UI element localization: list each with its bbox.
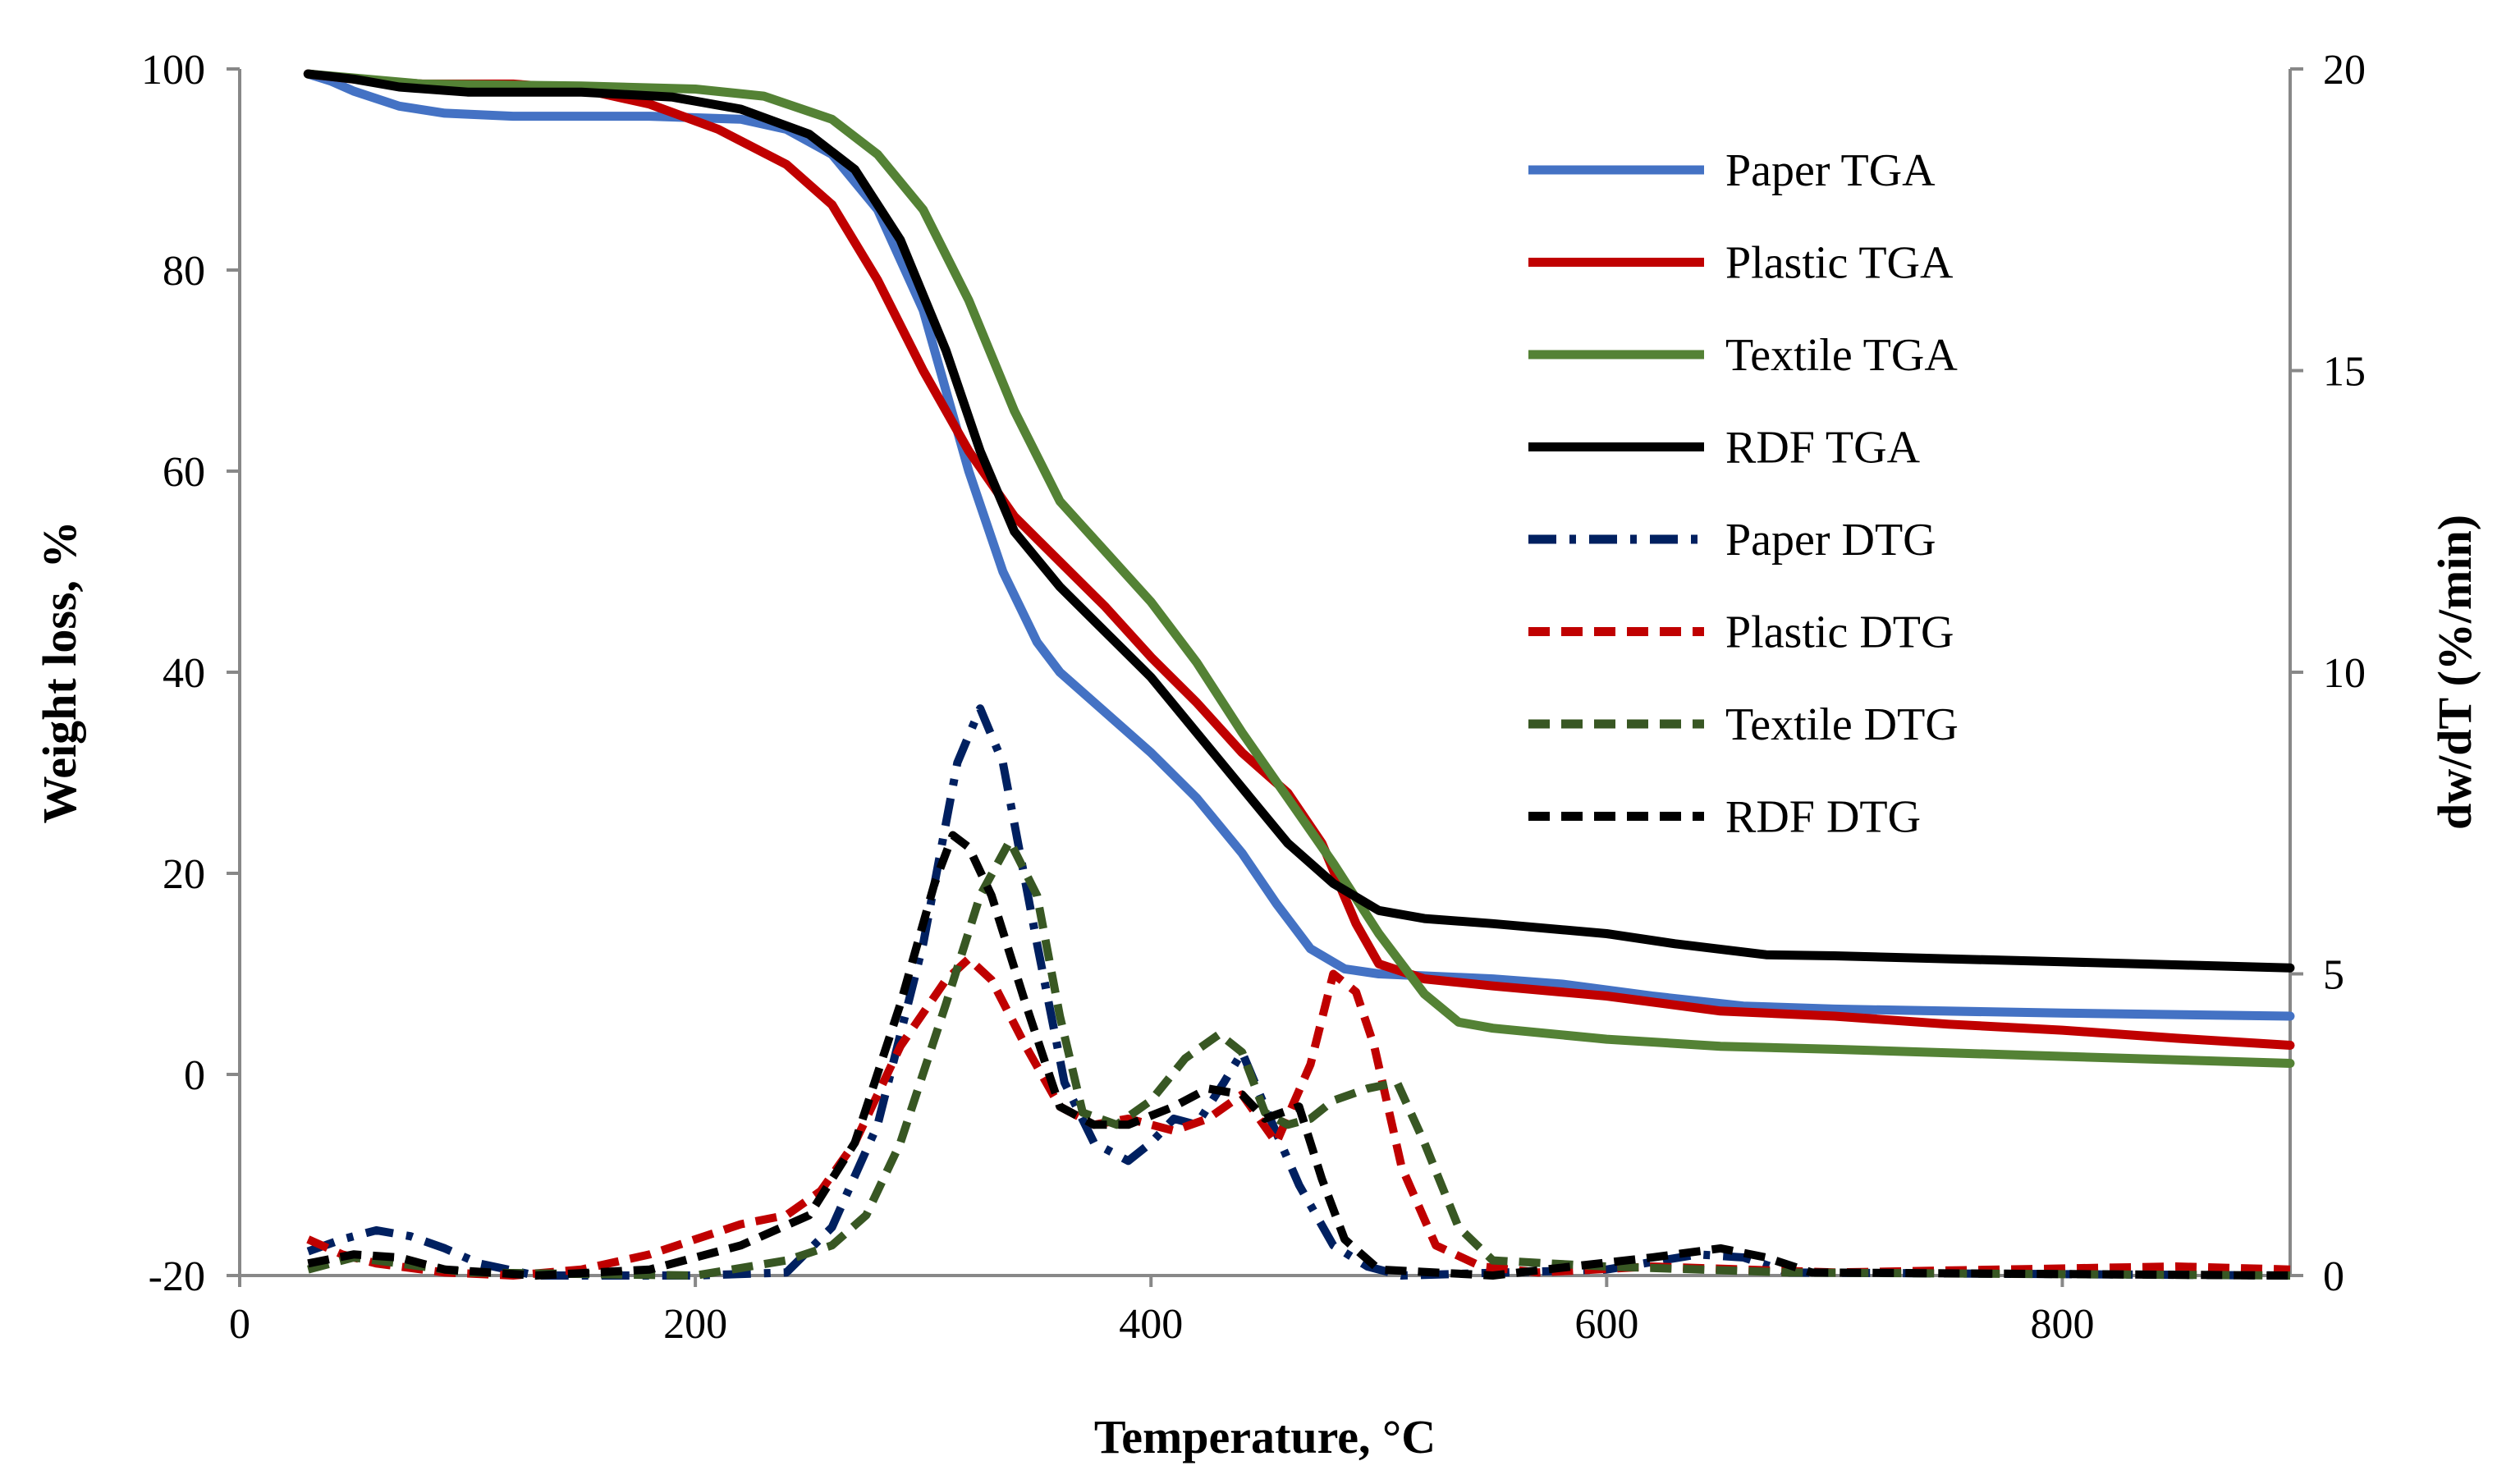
x-tick-label: 200: [663, 1301, 727, 1348]
legend-label: Paper TGA: [1725, 145, 1936, 196]
series-lines: [303, 69, 2295, 1280]
legend-label: Textile TGA: [1725, 330, 1958, 381]
y-right-tick-label: 0: [2323, 1253, 2344, 1300]
y-axis-left-title: Weight loss, %: [33, 521, 86, 824]
x-tick-label: 400: [1119, 1301, 1183, 1348]
y-right-tick-label: 5: [2323, 952, 2344, 999]
legend-label: Paper DTG: [1725, 515, 1936, 566]
y-left-tick-label: -20: [149, 1253, 205, 1300]
x-tick-label: 0: [229, 1301, 250, 1348]
y-left-tick-label: 60: [163, 449, 205, 496]
legend: Paper TGA Plastic TGA Textile TGA RDF TGA Pa…: [1528, 145, 1959, 843]
legend-label: Textile DTG: [1725, 699, 1959, 750]
legend-label: Plastic DTG: [1725, 607, 1954, 658]
y-left-tick-label: 80: [163, 248, 205, 295]
series-line-rdf-tga: [303, 69, 2295, 973]
series-line-plastic-tga: [303, 69, 2295, 1050]
y-right-tick-label: 20: [2323, 47, 2366, 94]
x-tick-label: 800: [2030, 1301, 2094, 1348]
y-left-tick-label: 20: [163, 851, 205, 898]
y-left-tick-label: 40: [163, 650, 205, 697]
x-axis-title: Temperature, °C: [1094, 1410, 1436, 1463]
y-right-tick-label: 15: [2323, 349, 2366, 396]
series-line-plastic-dtg: [306, 955, 2291, 1280]
y-left-tick-label: 100: [141, 47, 205, 94]
legend-label: RDF TGA: [1725, 423, 1921, 474]
series-line-textile-dtg: [307, 836, 2291, 1280]
x-tick-label: 600: [1574, 1301, 1638, 1348]
y-axis-right-title: dw/dT (%/min): [2428, 515, 2481, 830]
legend-label: RDF DTG: [1725, 792, 1921, 843]
y-right-tick-label: 10: [2323, 650, 2366, 697]
ticks: 0 200 400 600 800 -20 0 20 40 60 80 100 0 5 10 15 20: [141, 47, 2366, 1348]
series-line-paper-tga: [303, 69, 2295, 1021]
series-line-textile-tga: [303, 69, 2295, 1068]
legend-label: Plastic TGA: [1725, 238, 1954, 289]
y-left-tick-label: 0: [184, 1052, 205, 1099]
